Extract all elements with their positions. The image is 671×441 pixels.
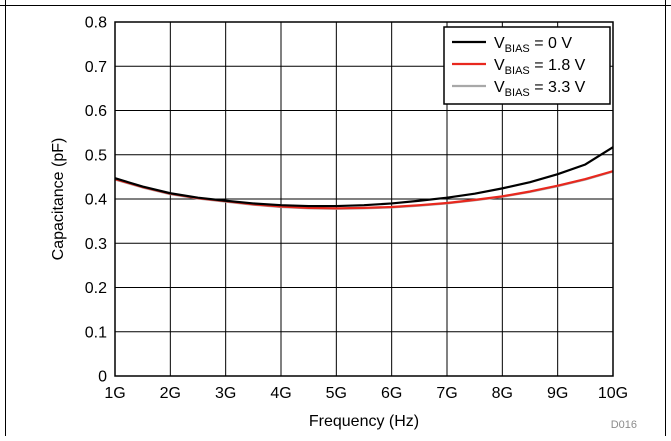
- legend-entry-label: VBIAS = 1.8 V: [494, 57, 586, 77]
- y-tick-label: 0.6: [85, 103, 107, 120]
- x-tick-label: 8G: [492, 385, 513, 402]
- series-line-1: [114, 170, 614, 210]
- x-tick-label: 4G: [270, 385, 291, 402]
- x-tick-label: 1G: [104, 385, 125, 402]
- y-tick-label: 0: [98, 369, 107, 386]
- x-tick-labels: 1G 2G 3G 4G 5G 6G 7G 8G 9G 10G: [104, 385, 628, 402]
- legend-entry-label: VBIAS = 0 V: [494, 35, 572, 55]
- series-line-0: [114, 146, 614, 208]
- x-tick-label: 3G: [215, 385, 236, 402]
- x-tick-label: 9G: [547, 385, 568, 402]
- y-tick-label: 0.7: [85, 59, 107, 76]
- legend-entry-label: VBIAS = 3.3 V: [494, 79, 586, 99]
- x-axis-label: Frequency (Hz): [309, 413, 419, 430]
- y-tick-label: 0.5: [85, 147, 107, 164]
- y-axis-label: Capacitance (pF): [50, 138, 67, 261]
- y-tick-label: 0.3: [85, 236, 107, 253]
- x-tick-label: 10G: [598, 385, 628, 402]
- x-tick-label: 5G: [326, 385, 347, 402]
- plot-area-border: [114, 21, 614, 377]
- y-tick-labels: 0 0.1 0.2 0.3 0.4 0.5 0.6 0.7 0.8: [85, 15, 107, 386]
- y-tick-label: 0.1: [85, 324, 107, 341]
- y-tick-label: 0.8: [85, 15, 107, 32]
- x-tick-label: 6G: [381, 385, 402, 402]
- y-tick-label: 0.4: [85, 192, 107, 209]
- y-tick-label: 0.2: [85, 280, 107, 297]
- x-tick-label: 7G: [436, 385, 457, 402]
- figure-id-label: D016: [611, 419, 637, 431]
- x-tick-label: 2G: [160, 385, 181, 402]
- legend-box: [443, 26, 611, 105]
- series-lines: [114, 146, 614, 210]
